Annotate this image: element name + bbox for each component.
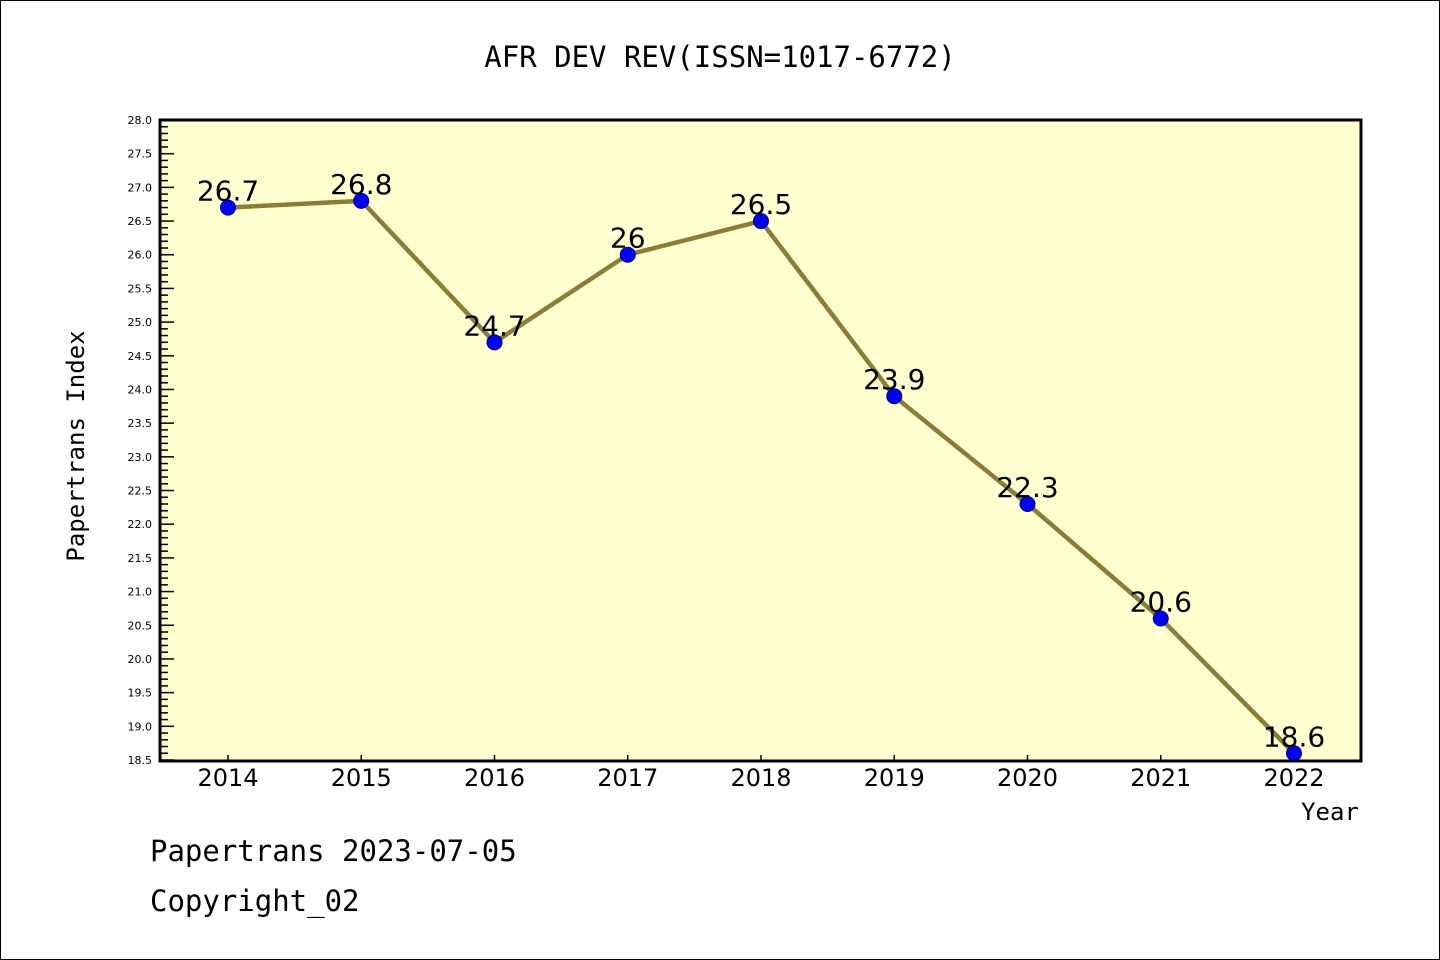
y-tick-label: 26.5 xyxy=(128,215,153,228)
data-label: 24.7 xyxy=(463,309,525,342)
y-axis-label: Papertrans Index xyxy=(62,330,90,561)
x-tick-label: 2021 xyxy=(1130,764,1191,792)
chart-title: AFR DEV REV(ISSN=1017-6772) xyxy=(484,40,955,74)
y-tick-label: 22.5 xyxy=(128,485,153,498)
data-point xyxy=(1019,496,1036,512)
data-label: 20.6 xyxy=(1130,586,1192,619)
data-label: 26.8 xyxy=(330,168,392,201)
y-tick-label: 20.5 xyxy=(128,619,153,632)
data-point xyxy=(753,213,769,230)
y-tick-label: 20.0 xyxy=(128,653,153,666)
data-label: 23.9 xyxy=(863,363,925,396)
x-tick-label: 2019 xyxy=(864,764,925,792)
y-tick-label: 27.0 xyxy=(128,181,153,194)
data-point xyxy=(619,246,636,263)
data-point xyxy=(1152,610,1169,627)
x-tick-label: 2022 xyxy=(1263,764,1324,792)
y-tick-label: 25.0 xyxy=(128,316,153,329)
x-tick-label: 2020 xyxy=(997,764,1058,792)
y-tick-label: 24.5 xyxy=(128,350,153,363)
y-tick-label: 27.5 xyxy=(128,148,153,161)
y-tick-label: 19.0 xyxy=(128,720,153,733)
data-point xyxy=(353,192,370,209)
x-tick-label: 2017 xyxy=(597,764,658,792)
y-tick-label: 26.0 xyxy=(128,249,153,262)
y-tick-label: 28.0 xyxy=(128,114,153,127)
y-tick-label: 24.0 xyxy=(128,383,153,396)
y-tick-label: 21.0 xyxy=(128,586,153,599)
data-label: 26.5 xyxy=(730,188,792,221)
data-point xyxy=(220,199,236,216)
plot-frame xyxy=(158,118,1363,763)
x-axis-label: Year xyxy=(1301,798,1359,826)
y-tick-label: 23.5 xyxy=(128,417,153,430)
y-tick-label: 21.5 xyxy=(128,552,153,565)
data-point xyxy=(486,334,503,351)
data-label: 22.3 xyxy=(996,471,1058,504)
y-tick-label: 18.5 xyxy=(128,754,153,767)
data-label: 26.7 xyxy=(197,175,259,208)
y-tick-label: 23.0 xyxy=(128,451,153,464)
footer-copyright: Copyright_02 xyxy=(150,884,360,918)
data-point xyxy=(886,388,903,405)
data-label: 26 xyxy=(610,222,646,255)
y-tick-label: 19.5 xyxy=(128,687,153,700)
x-tick-label: 2016 xyxy=(464,764,525,792)
footer-date: Papertrans 2023-07-05 xyxy=(150,834,517,868)
data-label: 18.6 xyxy=(1263,720,1325,753)
y-tick-label: 22.0 xyxy=(128,518,153,531)
x-tick-label: 2018 xyxy=(730,764,791,792)
y-tick-label: 25.5 xyxy=(128,282,153,295)
x-tick-label: 2015 xyxy=(331,764,392,792)
x-tick-label: 2014 xyxy=(197,764,258,792)
